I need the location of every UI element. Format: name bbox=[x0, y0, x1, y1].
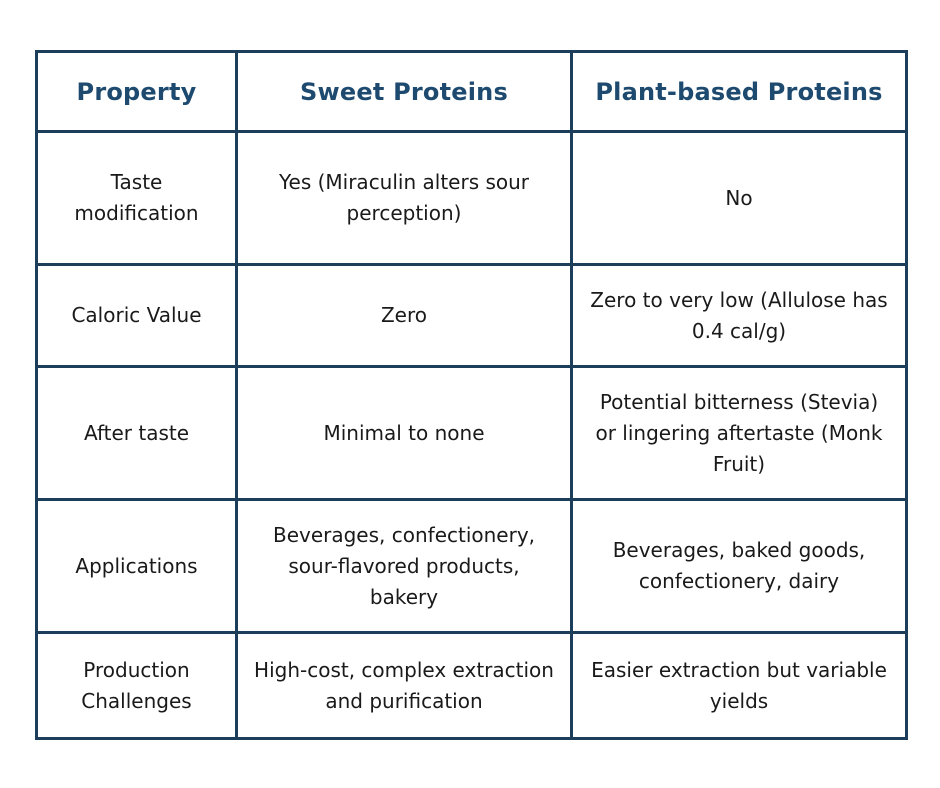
property-cell: Caloric Value bbox=[35, 263, 238, 368]
header-row: Property Sweet Proteins Plant-based Prot… bbox=[35, 50, 908, 133]
property-cell: Applications bbox=[35, 498, 238, 634]
plant-proteins-cell: Easier extraction but variable yields bbox=[570, 631, 908, 740]
plant-proteins-cell: Zero to very low (Allulose has 0.4 cal/g… bbox=[570, 263, 908, 368]
plant-proteins-cell: Potential bitterness (Stevia) or lingeri… bbox=[570, 365, 908, 501]
table-row: Production Challenges High-cost, complex… bbox=[35, 631, 908, 740]
sweet-proteins-cell: Minimal to none bbox=[235, 365, 573, 501]
table-row: After taste Minimal to none Potential bi… bbox=[35, 365, 908, 501]
sweet-proteins-cell: Beverages, confectionery, sour-flavored … bbox=[235, 498, 573, 634]
sweet-proteins-cell: Yes (Miraculin alters sour perception) bbox=[235, 130, 573, 266]
property-cell: Production Challenges bbox=[35, 631, 238, 740]
sweet-proteins-cell: Zero bbox=[235, 263, 573, 368]
plant-proteins-cell: No bbox=[570, 130, 908, 266]
sweet-proteins-cell: High-cost, complex extraction and purifi… bbox=[235, 631, 573, 740]
table-row: Caloric Value Zero Zero to very low (All… bbox=[35, 263, 908, 368]
table-row: Applications Beverages, confectionery, s… bbox=[35, 498, 908, 634]
header-sweet-proteins: Sweet Proteins bbox=[235, 50, 573, 133]
property-cell: Taste modification bbox=[35, 130, 238, 266]
table-row: Taste modification Yes (Miraculin alters… bbox=[35, 130, 908, 266]
header-property: Property bbox=[35, 50, 238, 133]
property-cell: After taste bbox=[35, 365, 238, 501]
plant-proteins-cell: Beverages, baked goods, confectionery, d… bbox=[570, 498, 908, 634]
comparison-table: Property Sweet Proteins Plant-based Prot… bbox=[35, 50, 908, 740]
header-plant-based-proteins: Plant-based Proteins bbox=[570, 50, 908, 133]
